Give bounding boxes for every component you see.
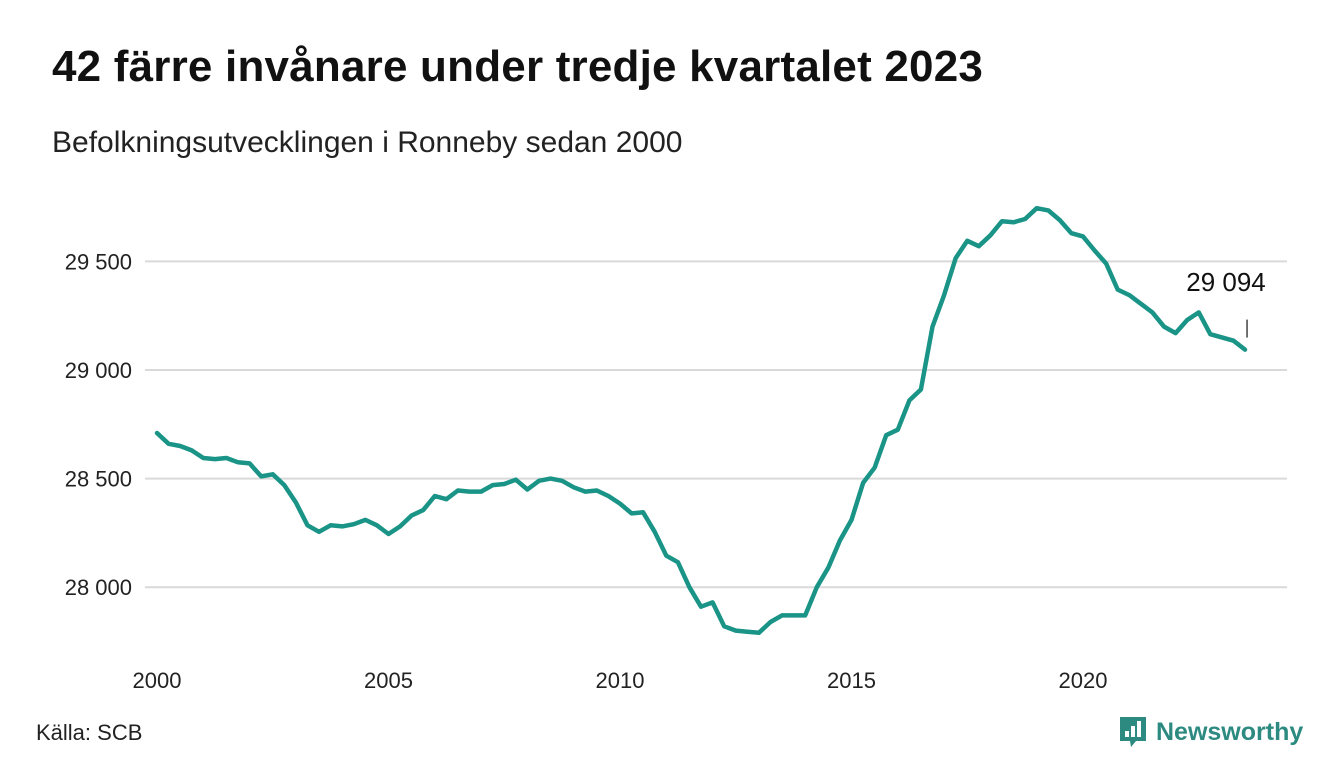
population-line-chart: 28 000 28 500 29 000 29 500 2000 2005 2010 2015… bbox=[0, 0, 1340, 705]
bar-chart-bubble-icon bbox=[1118, 715, 1148, 749]
y-tick-label: 28 000 bbox=[65, 575, 132, 600]
newsworthy-logo[interactable]: Newsworthy bbox=[1118, 714, 1303, 750]
brand-name: Newsworthy bbox=[1156, 718, 1303, 747]
population-series-line bbox=[157, 208, 1245, 633]
x-tick-label: 2000 bbox=[133, 668, 182, 693]
source-note: Källa: SCB bbox=[36, 720, 142, 746]
y-tick-label: 29 500 bbox=[65, 249, 132, 274]
y-tick-label: 28 500 bbox=[65, 467, 132, 492]
x-tick-label: 2015 bbox=[827, 668, 876, 693]
last-value-annotation: 29 094 bbox=[1186, 267, 1266, 297]
y-tick-label: 29 000 bbox=[65, 358, 132, 383]
x-tick-label: 2005 bbox=[364, 668, 413, 693]
x-tick-label: 2020 bbox=[1059, 668, 1108, 693]
x-tick-label: 2010 bbox=[596, 668, 645, 693]
